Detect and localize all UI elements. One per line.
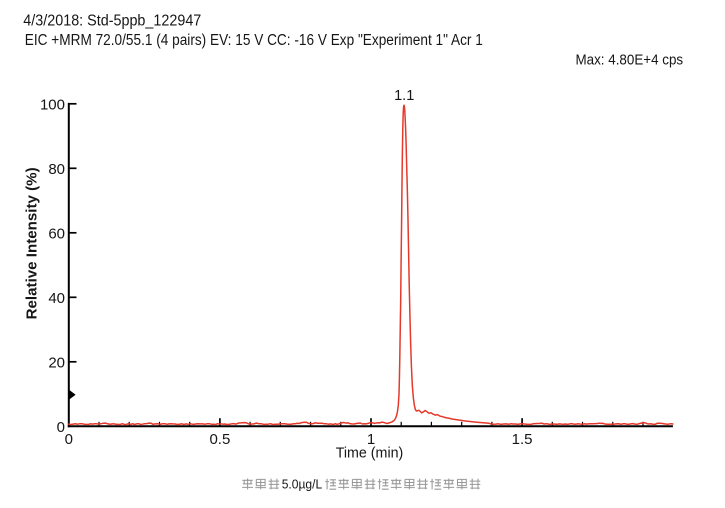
svg-text:EIC +MRM 72.0/55.1 (4 pairs) E: EIC +MRM 72.0/55.1 (4 pairs) EV: 15 V CC… <box>25 32 483 49</box>
svg-text:4/3/2018: Std-5ppb_122947: 4/3/2018: Std-5ppb_122947 <box>23 13 201 30</box>
svg-text:Relative Intensity (%): Relative Intensity (%) <box>23 167 40 319</box>
svg-text:60: 60 <box>48 225 65 242</box>
svg-text:1.1: 1.1 <box>394 88 414 104</box>
svg-text:100: 100 <box>40 96 65 113</box>
svg-text:Max: 4.80E+4 cps: Max: 4.80E+4 cps <box>576 51 684 68</box>
svg-text:1: 1 <box>367 431 375 448</box>
svg-text:40: 40 <box>48 290 65 307</box>
svg-text:5.0µg/L: 5.0µg/L <box>282 478 323 492</box>
svg-text:Time (min): Time (min) <box>336 446 404 462</box>
svg-text:1.5: 1.5 <box>512 431 533 448</box>
svg-text:0: 0 <box>65 431 73 448</box>
svg-text:0: 0 <box>57 419 65 436</box>
svg-text:0.5: 0.5 <box>209 431 230 448</box>
svg-text:80: 80 <box>48 161 65 178</box>
svg-text:20: 20 <box>48 354 65 371</box>
